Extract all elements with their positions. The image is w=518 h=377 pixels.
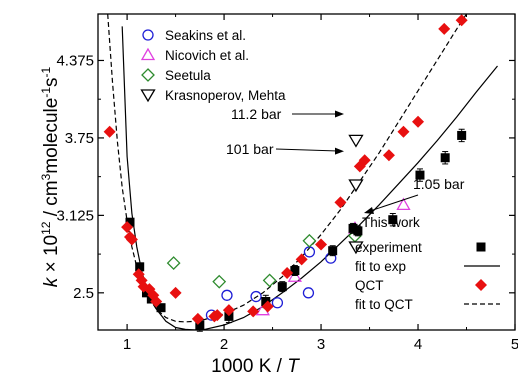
point-qct — [261, 300, 274, 313]
y-tick-label: 3.125 — [56, 207, 94, 224]
data-points — [103, 14, 468, 332]
point-experiment — [125, 217, 135, 227]
legend-marker-nicovich — [140, 47, 156, 61]
annotation-101-bar: 101 bar — [226, 141, 274, 157]
point-experiment — [290, 266, 300, 276]
point-qct — [169, 286, 182, 299]
point-experiment — [348, 223, 358, 233]
y-tick-label: 2.5 — [73, 285, 94, 302]
legend-top: Seakins et al. Nicovich et al. Seetula Kras… — [140, 28, 286, 103]
legend-label-fit-to-exp: fit to exp — [355, 259, 406, 274]
y-axis-label: k × 1012 / cm3molecule-1s-1 — [39, 66, 62, 287]
point-experiment — [353, 226, 363, 236]
point-qct — [397, 125, 410, 138]
point-qct — [222, 304, 235, 317]
point-qct — [121, 221, 134, 234]
point-seakins — [302, 287, 315, 299]
point-qct — [281, 266, 294, 279]
point-krasnoperov — [348, 134, 364, 148]
arrowhead-11-2-bar — [335, 110, 344, 118]
point-qct — [125, 233, 138, 246]
series-seetula — [166, 228, 362, 289]
series-krasnoperov — [348, 134, 364, 255]
point-qct — [412, 115, 425, 128]
point-experiment — [135, 262, 145, 272]
annotations: 11.2 bar 101 bar 1.05 bar — [226, 106, 465, 214]
arrow-1-05-bar — [369, 194, 419, 212]
point-experiment — [224, 311, 234, 321]
point-experiment — [457, 130, 467, 140]
point-seakins — [271, 297, 284, 309]
legend-label-krasnoperov: Krasnoperov, Mehta — [165, 88, 286, 103]
point-qct — [211, 309, 224, 322]
legend-label-QCT: QCT — [355, 278, 384, 293]
legend-label-fit-to-QCT: fit to QCT — [355, 297, 413, 312]
point-experiment — [388, 215, 398, 225]
point-seakins — [221, 289, 233, 301]
x-tick-label: 1 — [123, 336, 131, 353]
point-qct — [358, 154, 371, 167]
point-experiment — [277, 282, 287, 292]
point-qct — [191, 312, 204, 325]
point-seetula — [262, 273, 277, 288]
point-qct — [382, 149, 395, 162]
legend-label-nicovich: Nicovich et al. — [165, 48, 249, 63]
arrowhead-101-bar — [335, 147, 344, 155]
x-tick-label: 3 — [317, 336, 325, 353]
point-experiment — [440, 153, 450, 163]
legend-marker-qct — [475, 279, 487, 291]
annotation-1-05-bar: 1.05 bar — [413, 176, 465, 192]
point-experiment — [156, 303, 166, 313]
legend-bottom: This work experiment fit to exp QCT fit to … — [355, 215, 500, 312]
point-krasnoperov — [348, 241, 364, 255]
point-experiment — [141, 288, 151, 298]
point-qct — [438, 22, 451, 35]
point-qct — [103, 125, 116, 138]
plot-frame — [97, 13, 516, 331]
point-experiment — [328, 246, 338, 256]
point-qct — [334, 196, 347, 209]
legend-label-seakins: Seakins et al. — [165, 28, 246, 43]
point-seetula — [212, 274, 227, 289]
x-tick-label: 5 — [511, 336, 518, 353]
point-experiment — [195, 320, 205, 330]
point-seetula — [166, 256, 181, 271]
annotation-11-2-bar: 11.2 bar — [231, 106, 282, 122]
point-qct — [315, 238, 328, 251]
point-seakins — [250, 290, 262, 303]
point-qct — [150, 295, 163, 308]
point-qct — [455, 14, 468, 27]
legend-marker-krasnoperov — [140, 89, 156, 103]
legend-marker-seetula — [141, 68, 155, 82]
y-tick-label: 4.375 — [56, 52, 94, 69]
point-qct — [247, 305, 260, 318]
legend-label-seetula: Seetula — [165, 68, 211, 83]
point-nicovich — [396, 197, 411, 210]
point-krasnoperov — [348, 179, 364, 193]
y-tick-label: 3.75 — [65, 130, 94, 147]
point-experiment — [261, 296, 271, 306]
x-tick-label: 4 — [414, 336, 422, 353]
legend-label-experiment: experiment — [355, 240, 422, 255]
arrow-101-bar — [275, 148, 339, 152]
legend-marker-seakins — [142, 29, 154, 41]
series-experiment — [125, 128, 467, 332]
x-tick-label: 2 — [220, 336, 228, 353]
axis-ticks: 1 2 3 4 5 2.5 3.125 3.75 4.375 — [56, 14, 518, 353]
legend-header: This work — [362, 215, 420, 230]
point-qct — [295, 253, 308, 266]
legend-marker-experiment — [476, 242, 486, 252]
series-qct — [103, 14, 468, 325]
arrowhead-1-05-bar — [364, 207, 374, 214]
x-axis-label: 1000 K / T — [211, 356, 300, 377]
point-seetula — [302, 233, 317, 248]
point-experiment — [415, 170, 425, 180]
